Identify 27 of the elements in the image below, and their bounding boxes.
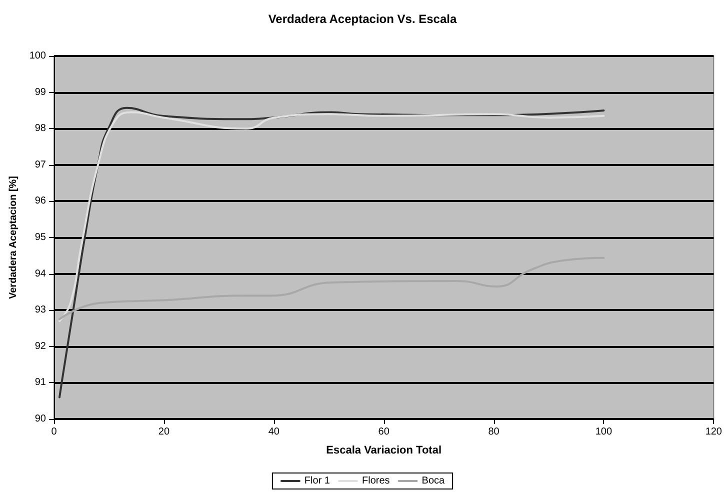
x-tick-label: 60 [378,426,390,438]
y-tick-label: 93 [34,304,46,316]
x-axis-title: Escala Variacion Total [326,444,442,456]
chart-title: Verdadera Aceptacion Vs. Escala [268,12,457,26]
y-tick-label: 96 [34,196,46,207]
y-tick-label: 95 [34,232,46,243]
x-tick-label: 40 [268,426,280,438]
legend-label: Boca [422,476,446,486]
y-tick-label: 98 [34,123,46,134]
x-tick-label: 100 [595,426,612,438]
y-tick-label: 92 [34,340,46,352]
y-axis-title: Verdadera Aceptacion [%] [8,176,19,300]
line-series [58,111,605,322]
x-tick-label: 120 [705,426,722,438]
y-tick-label: 100 [29,50,46,62]
x-tick-label: 80 [488,426,500,438]
line-series [58,256,605,320]
y-tick-label: 91 [34,377,46,388]
y-tick-label: 94 [34,268,46,280]
x-tick-label: 20 [158,426,170,438]
y-tick-label: 99 [34,86,46,98]
legend-label: Flores [362,476,390,486]
y-tick-label: 97 [34,159,46,170]
legend-label: Flor 1 [304,476,330,486]
line-series [58,106,605,398]
y-tick-label: 90 [34,414,46,424]
x-tick-label: 0 [51,426,58,438]
